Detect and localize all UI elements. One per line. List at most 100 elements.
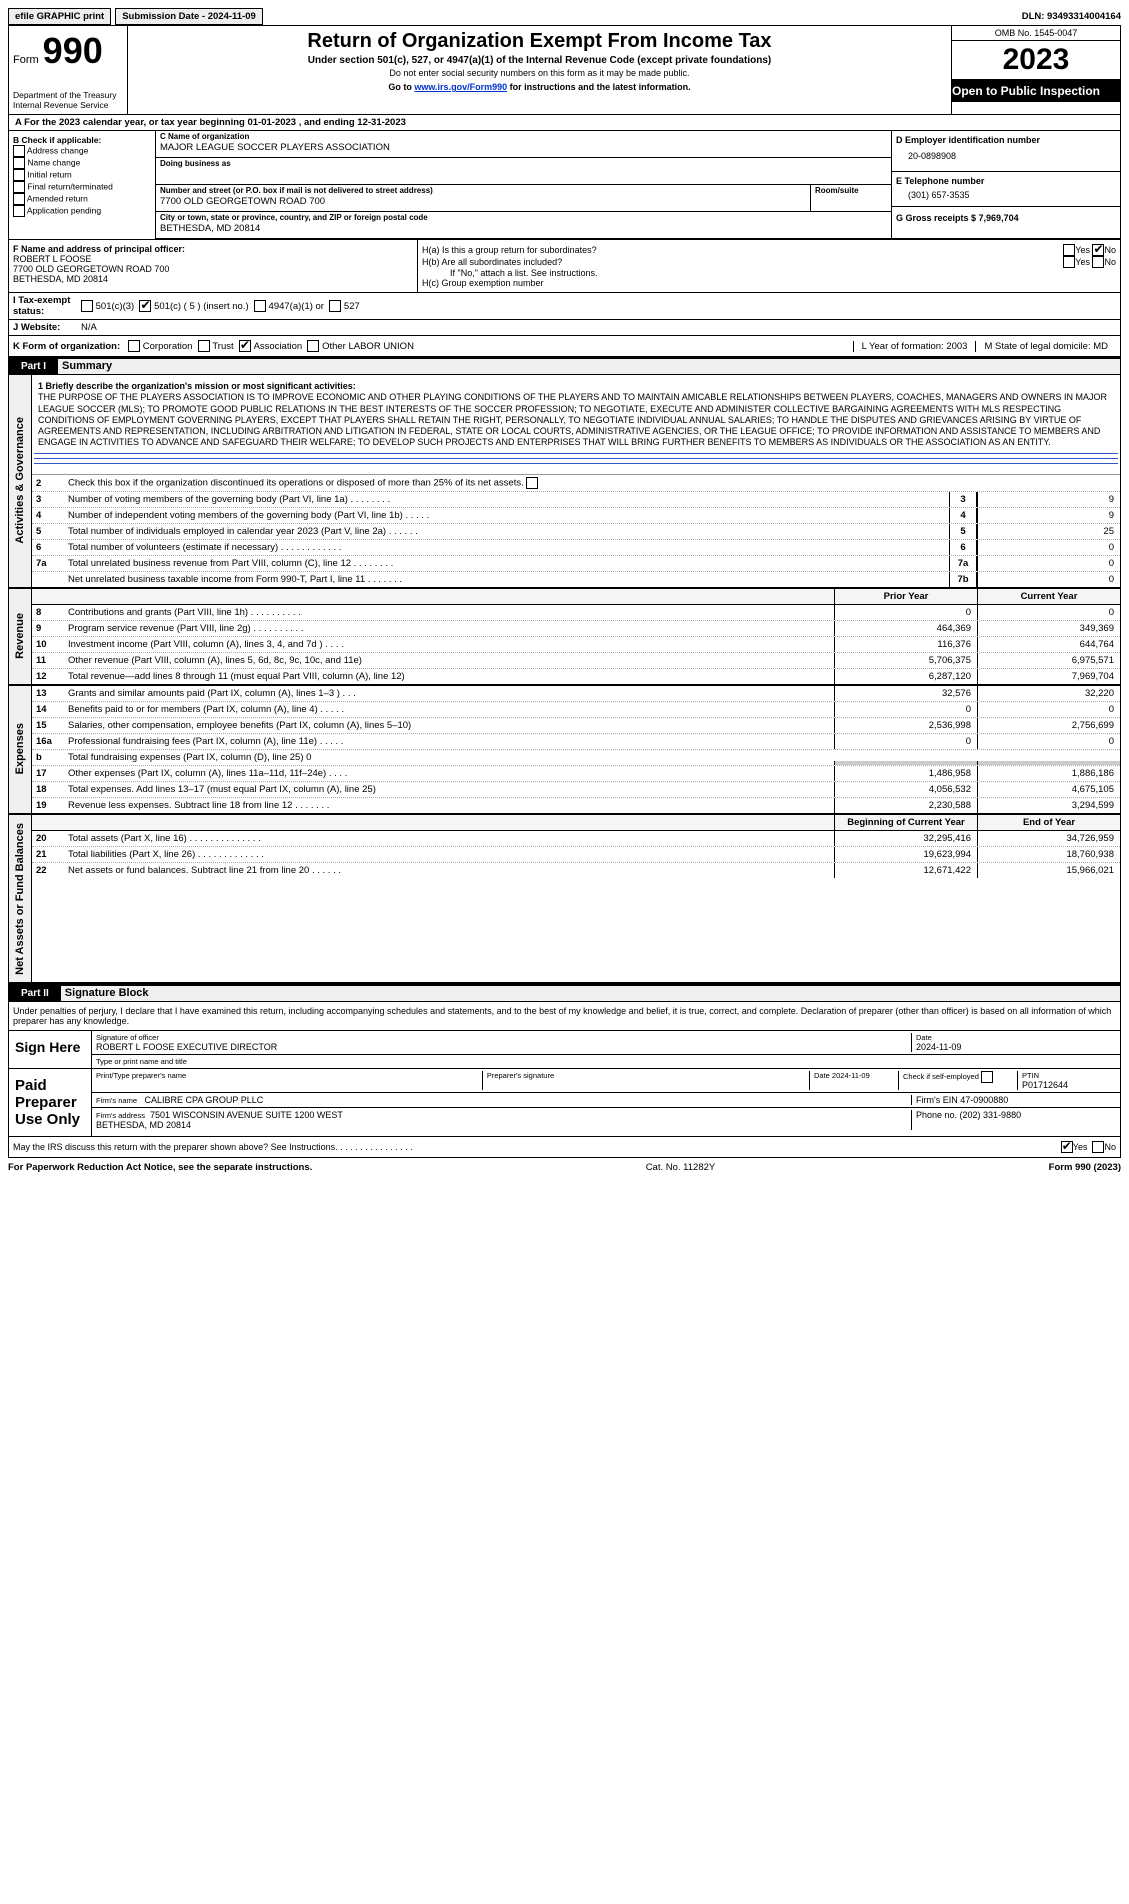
p10: 116,376 (834, 637, 977, 652)
addr-label: Number and street (or P.O. box if mail i… (156, 185, 810, 196)
chk-501c3[interactable] (81, 300, 93, 312)
discuss-yes[interactable] (1061, 1141, 1073, 1153)
ein-value: 20-0898908 (908, 151, 1116, 161)
p12: 6,287,120 (834, 669, 977, 684)
b20: 32,295,416 (834, 831, 977, 846)
chk-initial-return[interactable] (13, 169, 25, 181)
c18: 4,675,105 (977, 782, 1120, 797)
city-value: BETHESDA, MD 20814 (156, 223, 891, 238)
form-container: Form990 Department of the Treasury Inter… (8, 25, 1121, 1158)
p15: 2,536,998 (834, 718, 977, 733)
chk-app-pending[interactable] (13, 205, 25, 217)
c11: 6,975,571 (977, 653, 1120, 668)
firm-name: CALIBRE CPA GROUP PLLC (145, 1095, 264, 1105)
p17: 1,486,958 (834, 766, 977, 781)
prior-year-hdr: Prior Year (834, 589, 977, 604)
phone-value: (301) 657-3535 (908, 190, 1116, 200)
chk-final-return[interactable] (13, 181, 25, 193)
part1-header: Part ISummary (9, 357, 1120, 375)
paid-preparer-label: Paid Preparer Use Only (9, 1069, 92, 1136)
vtab-revenue: Revenue (12, 605, 28, 667)
chk-4947[interactable] (254, 300, 266, 312)
officer-addr1: 7700 OLD GEORGETOWN ROAD 700 (13, 264, 413, 274)
officer-sig-name: ROBERT L FOOSE EXECUTIVE DIRECTOR (96, 1042, 911, 1052)
e20: 34,726,959 (977, 831, 1120, 846)
form990-link[interactable]: www.irs.gov/Form990 (414, 82, 507, 92)
p8: 0 (834, 605, 977, 620)
chk-corp[interactable] (128, 340, 140, 352)
officer-name: ROBERT L FOOSE (13, 254, 413, 264)
submission-date: Submission Date - 2024-11-09 (115, 8, 263, 25)
tax-year: 2023 (952, 41, 1120, 80)
chk-address-change[interactable] (13, 145, 25, 157)
c14: 0 (977, 702, 1120, 717)
beg-year-hdr: Beginning of Current Year (834, 815, 977, 830)
end-year-hdr: End of Year (977, 815, 1120, 830)
chk-line2[interactable] (526, 477, 538, 489)
val-7b: 0 (977, 572, 1120, 587)
prep-date: Date 2024-11-09 (814, 1071, 894, 1080)
line-J: J Website: N/A (9, 320, 1120, 336)
chk-trust[interactable] (198, 340, 210, 352)
page-footer: For Paperwork Reduction Act Notice, see … (8, 1158, 1121, 1173)
discuss-line: May the IRS discuss this return with the… (9, 1137, 1120, 1157)
hb-yes[interactable] (1063, 256, 1075, 268)
ptin-value: P01712644 (1022, 1080, 1112, 1090)
officer-addr2: BETHESDA, MD 20814 (13, 274, 413, 284)
form-title: Return of Organization Exempt From Incom… (134, 30, 945, 53)
vtab-expenses: Expenses (12, 715, 28, 782)
addr-street: 7700 OLD GEORGETOWN ROAD 700 (156, 196, 810, 211)
vtab-governance: Activities & Governance (12, 409, 28, 552)
chk-assoc[interactable] (239, 340, 251, 352)
line-A: A For the 2023 calendar year, or tax yea… (9, 115, 1120, 131)
firm-phone: Phone no. (202) 331-9880 (912, 1110, 1116, 1130)
room-label: Room/suite (811, 185, 891, 196)
hb-no[interactable] (1092, 256, 1104, 268)
c13: 32,220 (977, 686, 1120, 701)
c9: 349,369 (977, 621, 1120, 636)
chk-other[interactable] (307, 340, 319, 352)
year-formation: L Year of formation: 2003 (853, 341, 976, 352)
c8: 0 (977, 605, 1120, 620)
chk-amended[interactable] (13, 193, 25, 205)
c12: 7,969,704 (977, 669, 1120, 684)
topbar: efile GRAPHIC print Submission Date - 20… (8, 8, 1121, 25)
sign-here-label: Sign Here (9, 1031, 92, 1068)
chk-527[interactable] (329, 300, 341, 312)
val-7a: 0 (977, 556, 1120, 571)
dln: DLN: 93493314004164 (1022, 11, 1121, 22)
omb-number: OMB No. 1545-0047 (952, 26, 1120, 41)
p19: 2,230,588 (834, 798, 977, 813)
chk-name-change[interactable] (13, 157, 25, 169)
sig-date: 2024-11-09 (916, 1042, 1116, 1052)
org-name-label: C Name of organization (156, 131, 891, 142)
c10: 644,764 (977, 637, 1120, 652)
goto-line: Go to www.irs.gov/Form990 for instructio… (134, 82, 945, 92)
chk-501c[interactable] (139, 300, 151, 312)
ha-no[interactable] (1092, 244, 1104, 256)
e21: 18,760,938 (977, 847, 1120, 862)
p9: 464,369 (834, 621, 977, 636)
p14: 0 (834, 702, 977, 717)
ssn-warning: Do not enter social security numbers on … (134, 68, 945, 78)
efile-print-btn[interactable]: efile GRAPHIC print (8, 8, 111, 25)
org-name: MAJOR LEAGUE SOCCER PLAYERS ASSOCIATION (156, 142, 891, 157)
perjury-declaration: Under penalties of perjury, I declare th… (9, 1002, 1120, 1031)
mission-block: 1 Briefly describe the organization's mi… (32, 375, 1120, 475)
gross-receipts: G Gross receipts $ 7,969,704 (896, 213, 1116, 223)
open-public-badge: Open to Public Inspection (952, 80, 1120, 102)
section-H: H(a) Is this a group return for subordin… (418, 240, 1120, 292)
dba-label: Doing business as (156, 158, 891, 169)
state-domicile: M State of legal domicile: MD (975, 341, 1116, 352)
p11: 5,706,375 (834, 653, 977, 668)
section-F: F Name and address of principal officer:… (9, 240, 418, 292)
dept-treasury: Department of the Treasury (13, 90, 123, 100)
b22: 12,671,422 (834, 863, 977, 878)
vtab-net-assets: Net Assets or Fund Balances (12, 815, 28, 983)
p18: 4,056,532 (834, 782, 977, 797)
discuss-no[interactable] (1092, 1141, 1104, 1153)
c16b-shaded (977, 761, 1120, 765)
ha-yes[interactable] (1063, 244, 1075, 256)
b21: 19,623,994 (834, 847, 977, 862)
chk-self-employed[interactable] (981, 1071, 993, 1083)
